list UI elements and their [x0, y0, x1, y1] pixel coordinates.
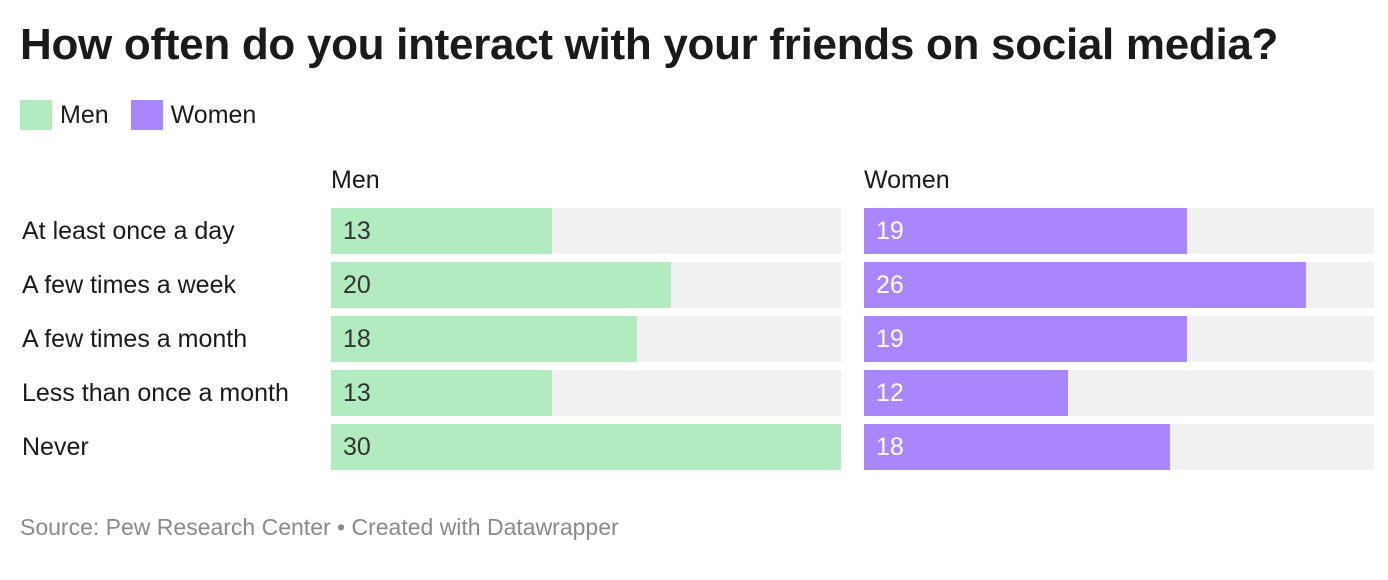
panel-title-women: Women — [864, 166, 950, 194]
bar-track: 18 — [864, 424, 1374, 470]
chart-title: How often do you interact with your frie… — [20, 20, 1279, 69]
bar-track: 20 — [331, 262, 841, 308]
data-label: 19 — [876, 325, 904, 353]
data-label: 13 — [343, 379, 371, 407]
data-label: 26 — [876, 271, 904, 299]
bar-men — [331, 316, 637, 362]
legend: Men Women — [20, 100, 278, 130]
data-label: 13 — [343, 217, 371, 245]
bar-track: 19 — [864, 208, 1374, 254]
bar-track: 18 — [331, 316, 841, 362]
legend-label-women: Women — [170, 100, 257, 129]
bar-track: 13 — [331, 208, 841, 254]
bar-men — [331, 424, 841, 470]
bar-women — [864, 208, 1187, 254]
bar-track: 26 — [864, 262, 1374, 308]
bar-men — [331, 262, 671, 308]
legend-item-women: Women — [130, 100, 257, 130]
data-label: 12 — [876, 379, 904, 407]
legend-label-men: Men — [60, 100, 109, 129]
legend-swatch-women — [130, 100, 163, 130]
data-label: 20 — [343, 271, 371, 299]
category-label: Never — [22, 433, 89, 461]
bar-track: 19 — [864, 316, 1374, 362]
bar-women — [864, 316, 1187, 362]
bar-track: 13 — [331, 370, 841, 416]
category-label: A few times a week — [22, 271, 236, 299]
data-label: 18 — [876, 433, 904, 461]
bar-women — [864, 424, 1170, 470]
category-label: A few times a month — [22, 325, 248, 353]
panel-title-men: Men — [331, 166, 380, 194]
source-note: Source: Pew Research Center • Created wi… — [20, 514, 619, 540]
bar-women — [864, 370, 1068, 416]
category-label: At least once a day — [22, 217, 235, 245]
bar-women — [864, 262, 1306, 308]
data-label: 18 — [343, 325, 371, 353]
legend-swatch-men — [20, 100, 52, 130]
data-label: 19 — [876, 217, 904, 245]
bar-track: 12 — [864, 370, 1374, 416]
bar-track: 30 — [331, 424, 841, 470]
bar-men — [331, 370, 552, 416]
legend-item-men: Men — [20, 100, 109, 130]
bar-men — [331, 208, 552, 254]
data-label: 30 — [343, 433, 371, 461]
category-label: Less than once a month — [22, 379, 289, 407]
